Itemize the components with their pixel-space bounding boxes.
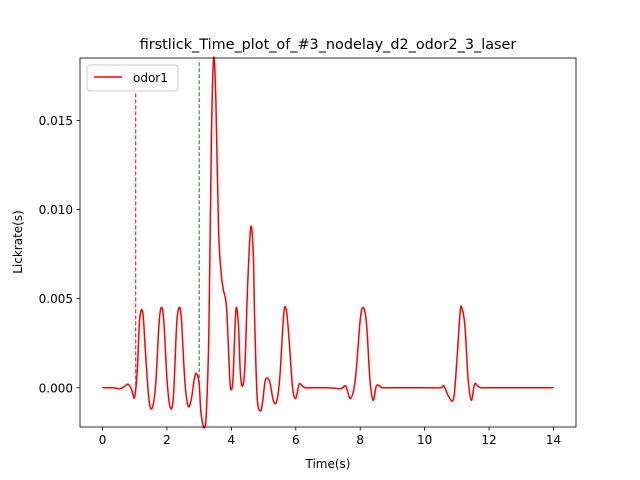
- x-tick-label: 12: [481, 433, 496, 447]
- legend-box: [86, 64, 179, 92]
- y-tick-label: 0.000: [39, 381, 73, 395]
- plot-frame: [79, 57, 577, 428]
- x-axis: 0 2 4 6 8 10 12 14: [99, 427, 561, 447]
- x-tick-label: 6: [292, 433, 300, 447]
- legend-label-odor1: odor1: [133, 71, 168, 85]
- y-tick-label: 0.010: [39, 203, 73, 217]
- x-tick-label: 8: [356, 433, 364, 447]
- x-tick-label: 14: [546, 433, 561, 447]
- y-tick-label: 0.015: [39, 114, 73, 128]
- y-tick-label: 0.005: [39, 292, 73, 306]
- chart-title: firstlick_Time_plot_of_#3_nodelay_d2_odo…: [140, 37, 517, 53]
- legend: odor1: [86, 64, 179, 92]
- y-axis-label: Lickrate(s): [11, 210, 25, 274]
- x-tick-label: 0: [99, 433, 107, 447]
- plot-area: [79, 56, 577, 429]
- y-axis: 0.000 0.005 0.010 0.015: [39, 114, 80, 395]
- series-line-odor1: [102, 56, 554, 429]
- x-tick-label: 10: [417, 433, 432, 447]
- x-tick-label: 4: [228, 433, 236, 447]
- x-tick-label: 2: [163, 433, 171, 447]
- x-axis-label: Time(s): [305, 457, 351, 471]
